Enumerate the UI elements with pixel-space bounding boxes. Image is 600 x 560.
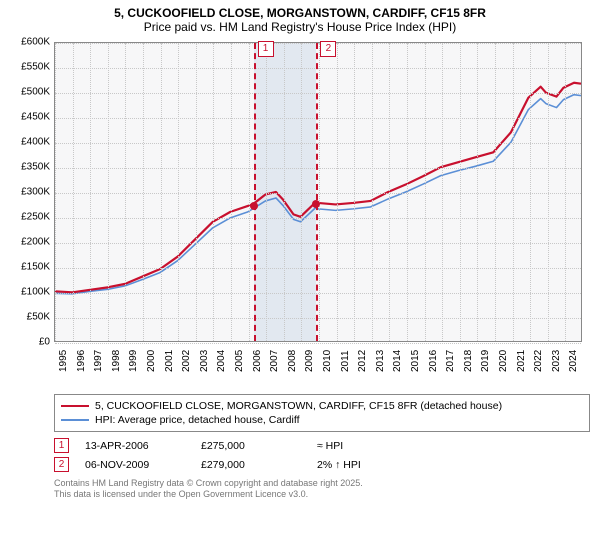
legend-label: 5, CUCKOOFIELD CLOSE, MORGANSTOWN, CARDI… <box>95 400 502 412</box>
event-badge: 2 <box>54 457 69 472</box>
event-change: ≈ HPI <box>317 440 417 452</box>
y-tick-label: £400K <box>0 137 50 148</box>
event-date: 13-APR-2006 <box>85 440 185 452</box>
sale-point <box>250 202 258 210</box>
y-tick-label: £600K <box>0 37 50 48</box>
event-row: 2 06-NOV-2009 £279,000 2% ↑ HPI <box>54 455 590 474</box>
x-tick-label: 2009 <box>304 350 315 372</box>
x-tick-label: 2014 <box>392 350 403 372</box>
x-tick-label: 2019 <box>480 350 491 372</box>
y-tick-label: £500K <box>0 87 50 98</box>
legend-swatch <box>61 405 89 407</box>
x-tick-label: 2004 <box>216 350 227 372</box>
y-tick-label: £150K <box>0 262 50 273</box>
event-badge: 1 <box>54 438 69 453</box>
x-tick-label: 2006 <box>252 350 263 372</box>
x-tick-label: 2021 <box>516 350 527 372</box>
y-tick-label: £550K <box>0 62 50 73</box>
title-line2: Price paid vs. HM Land Registry's House … <box>0 20 600 34</box>
legend-swatch <box>61 419 89 421</box>
event-date: 06-NOV-2009 <box>85 459 185 471</box>
marker-badge: 1 <box>258 41 274 57</box>
event-price: £279,000 <box>201 459 301 471</box>
x-tick-label: 2018 <box>463 350 474 372</box>
footer-line1: Contains HM Land Registry data © Crown c… <box>54 478 590 489</box>
x-tick-label: 2015 <box>410 350 421 372</box>
x-tick-label: 2020 <box>498 350 509 372</box>
title-line1: 5, CUCKOOFIELD CLOSE, MORGANSTOWN, CARDI… <box>0 6 600 20</box>
y-tick-label: £250K <box>0 212 50 223</box>
x-tick-label: 2011 <box>340 350 351 372</box>
x-tick-label: 2016 <box>428 350 439 372</box>
sale-point <box>312 200 320 208</box>
x-tick-label: 2023 <box>551 350 562 372</box>
x-tick-label: 2000 <box>146 350 157 372</box>
y-tick-label: £0 <box>0 337 50 348</box>
plot-area: 12 <box>54 42 582 342</box>
chart-title-block: 5, CUCKOOFIELD CLOSE, MORGANSTOWN, CARDI… <box>0 0 600 38</box>
chart-area: 12 £0£50K£100K£150K£200K£250K£300K£350K£… <box>10 38 590 388</box>
y-tick-label: £300K <box>0 187 50 198</box>
legend-label: HPI: Average price, detached house, Card… <box>95 414 300 426</box>
x-tick-label: 2003 <box>199 350 210 372</box>
x-tick-label: 2007 <box>269 350 280 372</box>
footer-note: Contains HM Land Registry data © Crown c… <box>54 478 590 501</box>
x-tick-label: 2012 <box>357 350 368 372</box>
event-change: 2% ↑ HPI <box>317 459 417 471</box>
x-tick-label: 2022 <box>533 350 544 372</box>
x-tick-label: 1996 <box>76 350 87 372</box>
x-tick-label: 1998 <box>111 350 122 372</box>
event-row: 1 13-APR-2006 £275,000 ≈ HPI <box>54 436 590 455</box>
marker-badge: 2 <box>320 41 336 57</box>
y-tick-label: £200K <box>0 237 50 248</box>
x-tick-label: 2002 <box>181 350 192 372</box>
x-tick-label: 2017 <box>445 350 456 372</box>
legend: 5, CUCKOOFIELD CLOSE, MORGANSTOWN, CARDI… <box>54 394 590 432</box>
legend-item: 5, CUCKOOFIELD CLOSE, MORGANSTOWN, CARDI… <box>61 399 583 413</box>
footer-line2: This data is licensed under the Open Gov… <box>54 489 590 500</box>
events-table: 1 13-APR-2006 £275,000 ≈ HPI 2 06-NOV-20… <box>54 436 590 474</box>
y-tick-label: £100K <box>0 287 50 298</box>
x-tick-label: 2024 <box>568 350 579 372</box>
x-tick-label: 2013 <box>375 350 386 372</box>
x-tick-label: 2010 <box>322 350 333 372</box>
x-tick-label: 1997 <box>93 350 104 372</box>
y-tick-label: £50K <box>0 312 50 323</box>
y-tick-label: £450K <box>0 112 50 123</box>
x-tick-label: 2005 <box>234 350 245 372</box>
x-tick-label: 2001 <box>164 350 175 372</box>
x-tick-label: 2008 <box>287 350 298 372</box>
y-tick-label: £350K <box>0 162 50 173</box>
legend-item: HPI: Average price, detached house, Card… <box>61 413 583 427</box>
x-tick-label: 1999 <box>128 350 139 372</box>
x-tick-label: 1995 <box>58 350 69 372</box>
event-price: £275,000 <box>201 440 301 452</box>
